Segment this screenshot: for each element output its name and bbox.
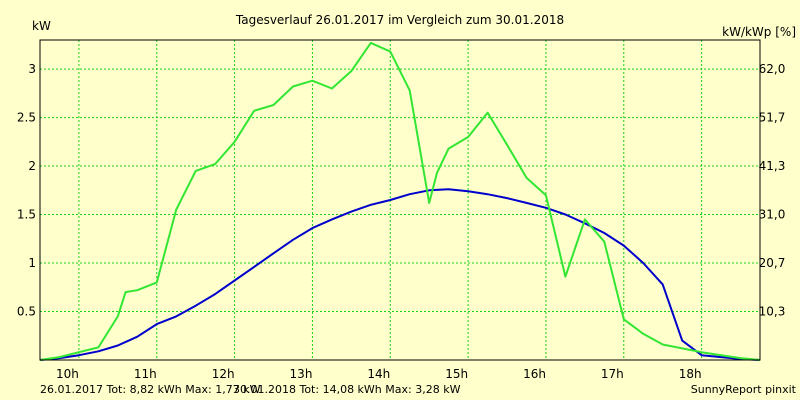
tick-labels: 10h 11h 12h 13h 14h 15h 16h 17h 18h 0.5 10,3 1 20,7 1… [17, 62, 785, 381]
series-2018-summary: 30.01.2018 Tot: 14,08 kWh Max: 3,28 kW [233, 383, 461, 396]
series-2017-summary: 26.01.2017 Tot: 8,82 kWh Max: 1,77 kW [40, 383, 261, 396]
x-tick-label: 13h [290, 367, 313, 381]
y-tick-label-left: 0.5 [17, 305, 36, 319]
x-tick-label: 18h [679, 367, 702, 381]
x-tick-label: 12h [212, 367, 235, 381]
chart-title: Tagesverlauf 26.01.2017 im Vergleich zum… [235, 13, 564, 27]
y-tick-label-right: 41,3 [759, 159, 786, 173]
y-tick-label-right: 51,7 [759, 111, 786, 125]
x-tick-label: 11h [134, 367, 157, 381]
x-tick-label: 10h [56, 367, 79, 381]
grid [40, 40, 760, 360]
y-tick-label-left: 1 [28, 256, 36, 270]
series-lines [39, 41, 761, 361]
x-tick-label: 15h [445, 367, 468, 381]
credit-label: SunnyReport pinxit [691, 383, 797, 396]
series-line-26-01-2017 [39, 188, 761, 361]
y-tick-label-right: 62,0 [759, 62, 786, 76]
plot-frame [39, 39, 761, 361]
y-tick-label-left: 3 [28, 62, 36, 76]
y-tick-label-left: 2 [28, 159, 36, 173]
y-tick-label-left: 1.5 [17, 208, 36, 222]
y-axis-label-right: kW/kWp [%] [722, 25, 796, 39]
series-line-30-01-2018 [39, 41, 761, 361]
y-tick-label-right: 20,7 [759, 256, 786, 270]
x-tick-label: 16h [523, 367, 546, 381]
y-tick-label-left: 2.5 [17, 111, 36, 125]
y-axis-label-left: kW [32, 19, 51, 33]
x-tick-label: 17h [601, 367, 624, 381]
x-tick-label: 14h [367, 367, 390, 381]
y-tick-label-right: 10,3 [759, 305, 786, 319]
y-tick-label-right: 31,0 [759, 208, 786, 222]
